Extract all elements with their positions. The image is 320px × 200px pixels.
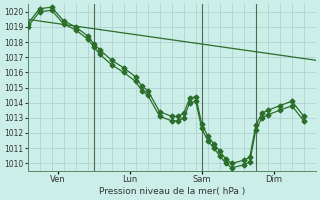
X-axis label: Pression niveau de la mer( hPa ): Pression niveau de la mer( hPa ) (99, 187, 245, 196)
